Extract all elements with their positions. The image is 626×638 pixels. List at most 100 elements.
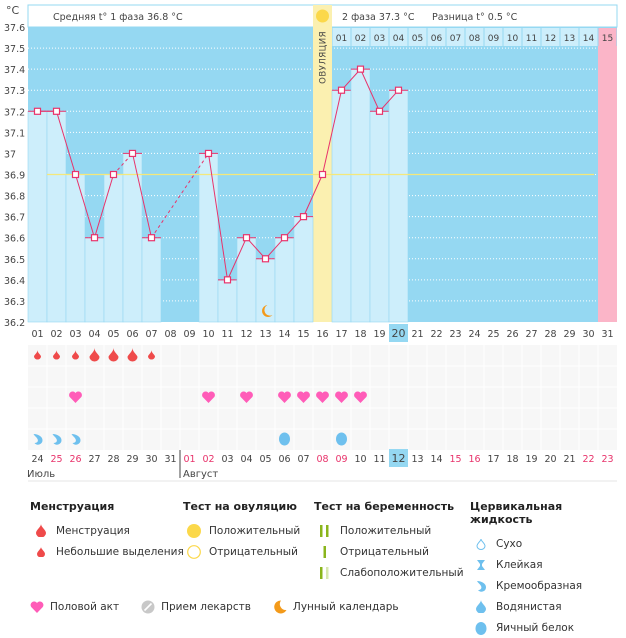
cycle-day-label: 29 [563,329,575,340]
y-tick-label: 36.8 [4,192,25,203]
y-tick-label: 36.2 [4,318,25,329]
cycle-day-label: 16 [316,329,328,340]
cycle-day-label: 23 [449,329,461,340]
temperature-bar [122,153,143,323]
legend-item: Прием лекарств [141,600,251,614]
luteal-day-label: 12 [545,34,556,44]
temperature-point [242,234,251,242]
menstruation-drop-icon [127,348,138,362]
pregnancy-negative-icon [314,545,336,558]
temperature-line-segment [56,111,76,175]
pill-icon [141,600,155,614]
legend-other: Половой акт Прием лекарств Лунный календ… [30,600,421,614]
calendar-date-label: 03 [221,454,233,465]
egg-white-fluid-icon [336,432,347,446]
spotting-drop-icon [53,350,60,360]
egg-white-icon [470,621,492,635]
cycle-day-label: 21 [411,329,423,340]
calendar-date-label: 16 [468,454,480,465]
temperature-line-segment [360,68,380,112]
y-tick-label: 36.4 [4,276,25,287]
luteal-day-cell [389,28,408,46]
pregnancy-faint-icon [314,566,336,579]
y-tick-label: 36.5 [4,255,25,266]
temperature-bar [27,110,48,323]
cycle-day-label: 01 [31,329,43,340]
phase2-average-label: 2 фаза 37.3 °C [342,12,415,23]
cycle-day-label: 14 [278,329,290,340]
y-axis-unit: °C [6,4,20,17]
luteal-day-cell [370,28,389,46]
calendar-date-label: 23 [601,454,613,465]
calendar-date-label: 04 [240,454,252,465]
calendar-date-label: 02 [202,454,214,465]
temperature-bar [350,68,371,323]
cycle-day-label: 13 [259,329,271,340]
menstruation-drop-icon [30,524,52,537]
luteal-day-cell [522,28,541,46]
calendar-date-label: 21 [563,454,575,465]
temperature-bar [46,110,67,323]
temperature-point [109,170,118,179]
calendar-date-label: 27 [88,454,100,465]
luteal-day-label: 10 [507,34,519,44]
y-tick-label: 37.4 [4,65,25,76]
heart-icon [30,601,44,613]
calendar-date-label: 15 [449,454,461,465]
temperature-bar [141,237,162,323]
calendar-date-label: 30 [145,454,157,465]
legend-pregnancy-test: Тест на беременность Положительный Отриц… [314,500,464,583]
temperature-bar [388,89,409,323]
luteal-day-cell [408,28,427,46]
heart-icon [278,391,291,403]
luteal-day-label: 03 [374,34,385,44]
calendar-date-label: 01 [183,454,195,465]
legend-ovulation-test: Тест на овуляцию Положительный Отрицател… [183,500,300,562]
luteal-day-label: 06 [431,34,443,44]
legend-title: Тест на овуляцию [183,500,297,513]
cycle-day-label: 12 [240,329,252,340]
cycle-day-label: 31 [601,329,613,340]
phase1-average-label: Средняя t° 1 фаза 36.8 °C [53,12,183,23]
temperature-point [90,234,99,242]
temperature-point [337,86,346,94]
legend-item: Половой акт [30,600,119,614]
cycle-day-label: 27 [525,329,537,340]
temperature-line-segment [303,174,323,217]
ovulation-positive-icon [183,523,205,538]
creamy-fluid-icon [33,434,43,445]
legend-title: Цервикальная жидкость [470,500,563,526]
legend-item: Кремообразная [470,575,626,596]
luteal-day-cell [503,28,522,46]
cycle-day-label: 15 [297,329,309,340]
spotting-drop-icon [72,350,79,360]
calendar-date-label: 19 [525,454,537,465]
calendar-date-label: 06 [278,454,290,465]
luteal-day-cell [484,28,503,46]
temperature-point [356,65,365,73]
luteal-day-label: 04 [393,34,405,44]
luteal-day-label: 02 [355,34,366,44]
ovulation-label: ОВУЛЯЦИЯ [319,31,329,84]
legend-item: Положительный [314,520,464,541]
spotting-drop-icon [30,546,52,557]
month-label-july: Июль [27,469,55,480]
temperature-bar [293,216,314,323]
creamy-fluid-icon [52,434,62,445]
calendar-date-label: 12 [392,452,406,465]
moon-icon [262,305,273,317]
calendar-date-label: 20 [544,454,556,465]
temperature-point [280,234,289,242]
legend-item: Отрицательный [183,541,300,562]
dry-icon [470,538,492,550]
cycle-day-label: 03 [69,329,81,340]
calendar-date-label: 08 [316,454,328,465]
today-highlight [389,324,408,342]
temperature-point [128,149,137,158]
temperature-point [204,149,213,158]
y-tick-label: 37 [4,149,16,160]
temperature-point [71,170,80,179]
temperature-bar [236,237,257,323]
legend-item: Яичный белок [470,617,626,638]
creamy-fluid-icon [71,434,81,445]
